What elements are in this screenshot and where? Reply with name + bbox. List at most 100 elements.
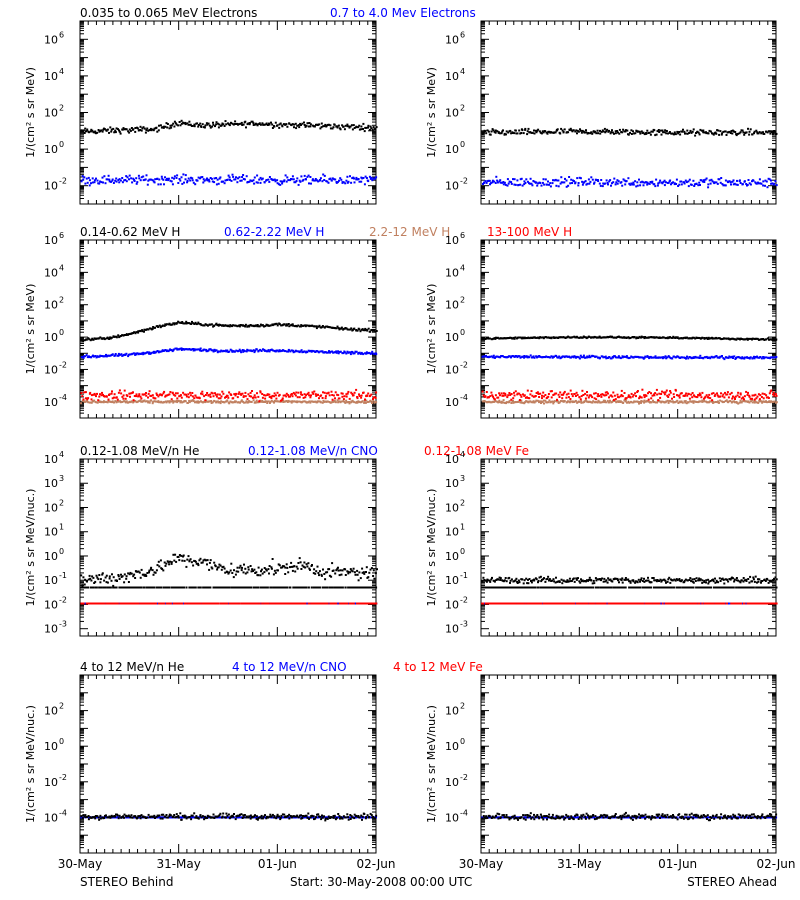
data-point xyxy=(610,357,613,360)
data-point xyxy=(104,355,107,358)
data-point xyxy=(684,132,687,135)
data-point xyxy=(759,394,762,397)
data-point xyxy=(315,327,318,330)
data-point xyxy=(356,397,359,400)
data-point xyxy=(747,391,749,394)
data-point xyxy=(116,580,118,582)
data-point xyxy=(767,356,770,359)
data-point xyxy=(590,394,593,397)
data-point xyxy=(93,179,96,182)
data-point xyxy=(170,398,173,401)
data-point xyxy=(207,394,210,397)
data-point xyxy=(143,328,146,331)
data-point xyxy=(191,177,194,180)
data-point xyxy=(225,396,227,398)
data-point xyxy=(692,394,695,397)
data-point xyxy=(630,400,632,403)
data-point xyxy=(325,124,328,127)
data-point xyxy=(501,181,504,184)
data-point xyxy=(241,349,244,351)
data-point xyxy=(540,402,542,404)
data-point xyxy=(132,128,135,131)
data-point xyxy=(582,354,585,357)
data-point xyxy=(667,181,670,184)
data-point xyxy=(756,337,759,340)
data-point xyxy=(705,132,708,135)
data-point xyxy=(228,124,231,127)
data-point xyxy=(267,400,270,403)
data-point xyxy=(215,123,218,126)
data-point xyxy=(588,182,591,185)
data-point xyxy=(541,394,543,397)
data-point xyxy=(283,323,286,326)
data-point xyxy=(278,123,281,126)
data-point xyxy=(314,178,317,180)
data-point xyxy=(178,178,181,180)
data-point xyxy=(205,122,208,125)
data-point xyxy=(597,132,600,135)
data-point xyxy=(748,357,751,360)
data-point xyxy=(509,394,512,396)
data-point xyxy=(539,131,542,134)
data-point xyxy=(207,178,210,181)
data-point xyxy=(319,179,321,181)
data-point xyxy=(752,179,755,182)
y-tick-exponent: 4 xyxy=(59,263,64,272)
data-point xyxy=(650,397,653,400)
data-point xyxy=(684,179,687,182)
y-tick-exponent: -4 xyxy=(460,393,468,402)
data-point xyxy=(698,181,701,184)
y-tick-exponent: 0 xyxy=(460,140,465,149)
data-point xyxy=(297,400,300,403)
data-point xyxy=(654,392,657,395)
data-point xyxy=(118,389,121,392)
y-tick-exponent: 2 xyxy=(59,498,64,507)
data-point xyxy=(102,401,105,404)
data-point xyxy=(83,583,86,586)
data-point xyxy=(300,175,303,178)
data-point xyxy=(215,183,218,186)
data-point xyxy=(712,392,715,395)
data-point xyxy=(659,356,662,359)
data-point xyxy=(302,324,305,327)
data-point xyxy=(579,354,582,357)
data-point xyxy=(317,351,320,354)
data-point xyxy=(306,122,309,125)
data-point xyxy=(510,181,513,184)
data-point xyxy=(603,401,606,404)
data-point xyxy=(112,576,115,579)
data-point xyxy=(359,330,362,333)
data-point xyxy=(271,394,274,397)
data-point xyxy=(710,178,713,181)
data-point xyxy=(160,394,163,397)
data-point xyxy=(279,122,282,125)
data-point xyxy=(182,391,185,394)
data-point xyxy=(717,400,719,403)
data-point xyxy=(528,337,531,340)
data-point xyxy=(504,337,507,340)
data-point xyxy=(612,391,615,394)
data-point xyxy=(504,183,507,186)
data-point xyxy=(589,356,592,359)
data-point xyxy=(273,392,276,395)
data-point xyxy=(214,392,216,395)
data-point xyxy=(225,123,228,126)
data-point xyxy=(659,336,662,339)
data-point xyxy=(318,123,321,126)
data-point xyxy=(717,395,720,398)
data-point xyxy=(660,356,663,359)
data-point xyxy=(134,400,137,402)
data-point xyxy=(251,350,254,353)
data-point xyxy=(193,125,196,128)
data-point xyxy=(600,401,603,404)
data-point xyxy=(733,355,736,358)
data-point xyxy=(771,182,774,185)
data-point xyxy=(655,133,658,136)
data-point xyxy=(647,392,649,395)
data-point xyxy=(303,393,306,396)
data-point xyxy=(580,401,583,404)
data-point xyxy=(604,182,607,185)
data-point xyxy=(343,351,346,354)
data-point xyxy=(125,577,128,580)
data-point xyxy=(612,181,615,184)
